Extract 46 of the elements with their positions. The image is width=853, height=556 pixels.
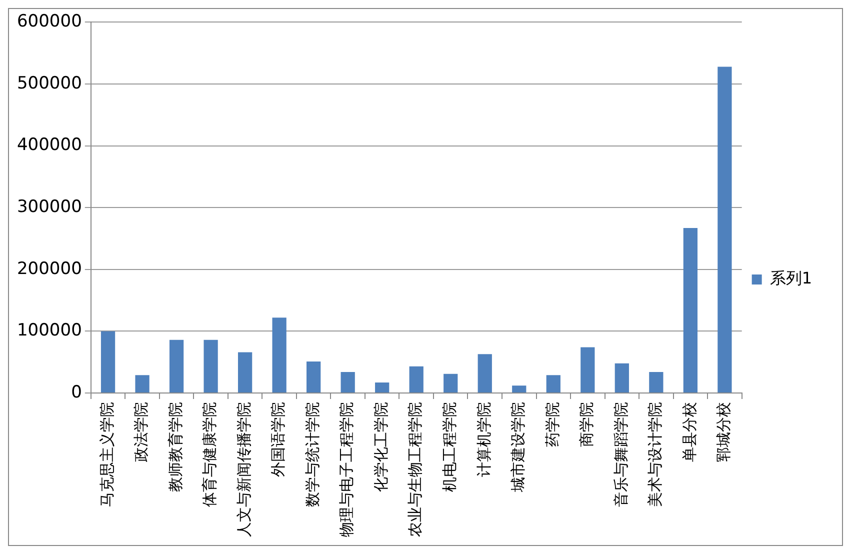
bar: [718, 66, 732, 392]
x-tick-label: 郓城分校: [714, 402, 733, 462]
y-tick-label: 200000: [16, 258, 82, 279]
bar: [272, 318, 286, 392]
x-tick-label: 机电工程学院: [440, 402, 459, 492]
bar: [580, 347, 595, 392]
x-tick-label: 人文与新闻传播学院: [234, 402, 253, 537]
x-tick-label: 音乐与舞蹈学院: [612, 402, 630, 507]
x-tick-label: 政法学院: [132, 402, 150, 462]
bar: [135, 375, 150, 392]
bar: [649, 372, 664, 392]
bar: [100, 331, 116, 392]
legend-label: 系列1: [770, 268, 812, 288]
x-tick-label: 美术与设计学院: [646, 402, 664, 507]
y-tick-label: 100000: [16, 320, 82, 341]
bar: [409, 366, 424, 392]
bar: [204, 340, 218, 392]
x-tick-label: 单县分校: [680, 402, 698, 462]
y-tick-label: 400000: [16, 135, 82, 156]
x-tick-label: 数学与统计学院: [303, 402, 322, 507]
bar: [238, 352, 252, 392]
x-tick-label: 商学院: [578, 402, 596, 447]
y-tick-label: 500000: [16, 73, 82, 94]
bar: [444, 374, 458, 392]
bar: [375, 382, 390, 392]
bar: [683, 228, 698, 392]
x-tick-label: 外国语学院: [269, 402, 288, 477]
bar: [546, 375, 560, 392]
x-tick-label: 药学院: [543, 402, 562, 447]
x-tick-label: 教师教育学院: [166, 402, 184, 492]
x-tick-label: 物理与电子工程学院: [338, 402, 356, 537]
x-tick-label: 体育与健康学院: [200, 402, 219, 507]
x-tick-label: 马克思主义学院: [98, 402, 116, 507]
x-tick-label: 计算机学院: [474, 402, 493, 477]
x-tick-label: 化学化工学院: [372, 402, 390, 492]
bar: [478, 354, 492, 392]
y-tick-label: 600000: [16, 12, 82, 32]
bar: [614, 363, 629, 392]
y-tick-label: 300000: [16, 197, 82, 218]
y-tick-label: 0: [71, 382, 82, 402]
bar: [512, 386, 526, 392]
bar: [306, 361, 321, 392]
bar: [340, 372, 355, 392]
bar: [169, 340, 184, 392]
x-tick-label: 城市建设学院: [509, 402, 528, 493]
x-tick-label: 农业与生物工程学院: [406, 402, 424, 537]
